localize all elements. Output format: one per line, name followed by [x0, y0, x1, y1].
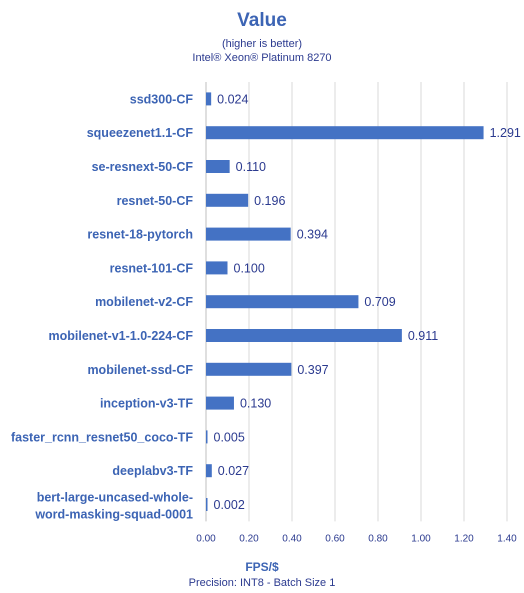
bar [206, 261, 228, 275]
category-label: mobilenet-v1-1.0-224-CF [49, 329, 194, 343]
bar [206, 227, 291, 241]
data-label: 0.027 [218, 464, 249, 478]
category-label: mobilenet-v2-CF [95, 295, 193, 309]
data-label: 0.100 [234, 261, 265, 275]
category-label: inception-v3-TF [100, 397, 193, 411]
category-label: se-resnext-50-CF [92, 160, 194, 174]
x-tick-label: 0.20 [239, 533, 259, 544]
category-label: squeezenet1.1-CF [87, 126, 194, 140]
category-label: mobilenet-ssd-CF [87, 363, 193, 377]
data-label: 0.130 [240, 397, 271, 411]
bar [206, 160, 230, 173]
data-label: 0.005 [214, 430, 245, 444]
category-label: bert-large-uncased-whole-word-masking-sq… [34, 491, 193, 522]
category-label: resnet-18-pytorch [87, 228, 193, 242]
chart-footnote: Precision: INT8 - Batch Size 1 [188, 577, 336, 589]
category-label: faster_rcnn_resnet50_coco-TF [11, 430, 193, 444]
data-label: 0.002 [214, 498, 245, 512]
category-label: resnet-101-CF [110, 261, 194, 275]
x-tick-label: 0.80 [368, 533, 388, 544]
bar [206, 396, 234, 410]
data-label: 1.291 [490, 126, 521, 140]
x-tick-label: 1.40 [497, 533, 517, 544]
x-tick-label: 1.00 [411, 533, 431, 544]
data-label: 0.394 [297, 228, 328, 242]
data-label: 0.397 [297, 363, 328, 377]
data-label: 0.911 [408, 329, 438, 343]
bar [206, 92, 212, 106]
data-label: 0.024 [217, 92, 248, 106]
x-tick-label: 0.00 [196, 533, 216, 544]
category-label: deeplabv3-TF [112, 464, 193, 478]
bar [206, 193, 249, 207]
bar [206, 362, 292, 376]
data-label: 0.110 [236, 160, 266, 174]
bar [206, 430, 208, 444]
chart-title: Value [237, 10, 287, 31]
x-tick-label: 0.60 [325, 533, 345, 544]
chart-subtitle: (higher is better) [221, 38, 303, 50]
x-tick-label: 1.20 [454, 533, 474, 544]
x-tick-label: 0.40 [282, 533, 302, 544]
bar [206, 295, 359, 309]
bar [206, 464, 212, 478]
bar [206, 329, 402, 342]
bar [206, 126, 484, 140]
data-label: 0.709 [364, 295, 395, 309]
chart-processor-subtitle: Intel® Xeon® Platinum 8270 [192, 52, 332, 64]
category-label: ssd300-CF [130, 92, 194, 106]
data-label: 0.196 [254, 194, 285, 208]
bar [206, 498, 208, 511]
x-axis-label: FPS/$ [245, 560, 279, 574]
category-label: resnet-50-CF [117, 194, 194, 208]
